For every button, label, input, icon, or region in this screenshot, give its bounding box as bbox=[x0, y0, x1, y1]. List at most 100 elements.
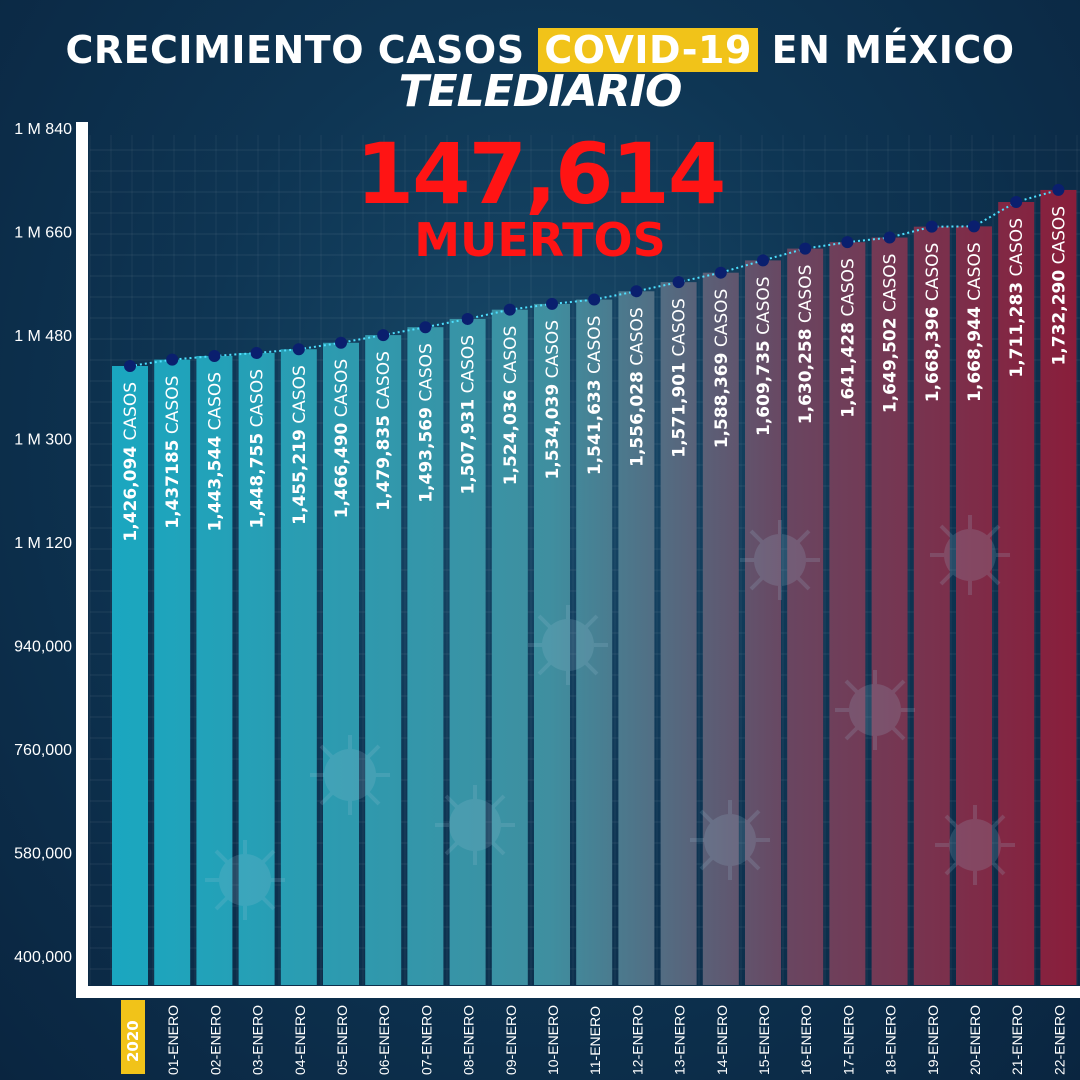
value-unit: CASOS bbox=[163, 376, 183, 440]
value-label: 1,437185 CASOS bbox=[163, 376, 183, 529]
data-point bbox=[377, 329, 390, 342]
value-number: 1,668,396 bbox=[923, 307, 943, 403]
title-prefix: CRECIMIENTO CASOS bbox=[65, 28, 525, 72]
value-number: 1,426,094 bbox=[121, 446, 141, 542]
virus-icon bbox=[433, 783, 517, 867]
bar bbox=[702, 272, 739, 985]
x-tick-label: 08-ENERO bbox=[461, 1005, 477, 1075]
value-label: 1,448,755 CASOS bbox=[248, 369, 268, 529]
value-number: 1,524,036 bbox=[501, 390, 521, 486]
trend-line bbox=[124, 183, 1065, 372]
data-point bbox=[419, 321, 432, 334]
bar bbox=[913, 226, 950, 985]
value-label: 1,455,219 CASOS bbox=[290, 365, 310, 525]
x-tick-label: 02-ENERO bbox=[207, 1005, 223, 1075]
virus-icon bbox=[933, 803, 1017, 887]
value-number: 1,541,633 bbox=[585, 379, 605, 475]
y-tick-label: 1 M 300 bbox=[14, 432, 72, 449]
value-label: 1,630,258 CASOS bbox=[796, 265, 816, 425]
value-label: 1,668,396 CASOS bbox=[923, 243, 943, 403]
data-point bbox=[757, 254, 769, 267]
data-point bbox=[841, 236, 854, 249]
value-unit: CASOS bbox=[965, 242, 985, 306]
value-number: 1,443,544 bbox=[205, 436, 225, 532]
x-tick-label: 14-ENERO bbox=[714, 1005, 730, 1075]
title-suffix: EN MÉXICO bbox=[771, 28, 1015, 72]
value-number: 1,466,490 bbox=[332, 422, 352, 518]
y-tick-label: 580,000 bbox=[14, 846, 72, 863]
value-unit: CASOS bbox=[205, 372, 225, 436]
x-tick-label: 21-ENERO bbox=[1009, 1005, 1025, 1075]
value-label: 1,541,633 CASOS bbox=[585, 316, 605, 476]
x-tick-label: 16-ENERO bbox=[798, 1005, 814, 1075]
value-label: 1,479,835 CASOS bbox=[374, 351, 394, 511]
value-number: 1,556,028 bbox=[627, 371, 647, 467]
title-highlight: COVID-19 bbox=[538, 28, 758, 72]
x-tick-label: 06-ENERO bbox=[376, 1005, 392, 1075]
value-unit: CASOS bbox=[754, 276, 774, 340]
data-point bbox=[166, 353, 179, 366]
deaths-label: MUERTOS bbox=[414, 213, 666, 267]
bar bbox=[745, 260, 781, 986]
value-unit: CASOS bbox=[332, 359, 352, 423]
trend-polyline bbox=[129, 188, 1059, 367]
data-point bbox=[208, 349, 221, 362]
x-tick-label: 11-ENERO bbox=[587, 1006, 603, 1075]
data-point bbox=[883, 231, 896, 244]
x-tick-label: 19-ENERO bbox=[925, 1005, 941, 1075]
x-tick-label: 17-ENERO bbox=[840, 1005, 856, 1075]
value-number: 1,493,569 bbox=[416, 407, 436, 503]
x-tick-label: 20-ENERO bbox=[967, 1005, 983, 1075]
x-tick-label: 13-ENERO bbox=[672, 1005, 688, 1075]
value-unit: CASOS bbox=[1007, 218, 1027, 282]
value-number: 1,630,258 bbox=[796, 328, 816, 424]
y-tick-label: 1 M 840 bbox=[14, 121, 72, 138]
virus-icon bbox=[928, 513, 1012, 597]
data-point bbox=[630, 285, 643, 298]
x-tick-label: 04-ENERO bbox=[292, 1005, 308, 1075]
y-axis-ticks: 400,000 580,000 760,000 940,000 1 M 120 1 M 3… bbox=[14, 121, 72, 966]
value-label: 1,609,735 CASOS bbox=[754, 276, 774, 436]
bar bbox=[449, 318, 486, 985]
data-point bbox=[925, 220, 938, 233]
x-tick-label: 03-ENERO bbox=[250, 1005, 266, 1075]
bar bbox=[365, 335, 402, 986]
bar bbox=[407, 327, 444, 985]
value-label: 1,534,039 CASOS bbox=[543, 320, 563, 480]
data-point bbox=[503, 303, 516, 316]
y-tick-label: 1 M 480 bbox=[14, 328, 72, 345]
bars bbox=[112, 189, 1077, 986]
data-point bbox=[335, 336, 347, 349]
virus-icon bbox=[308, 733, 392, 817]
bar bbox=[112, 365, 148, 985]
x-tick-label: 01-ENERO bbox=[165, 1005, 181, 1075]
bar bbox=[660, 282, 697, 985]
value-unit: CASOS bbox=[1049, 206, 1069, 270]
data-point bbox=[1052, 183, 1065, 196]
value-number: 1,668,944 bbox=[965, 306, 985, 402]
value-number: 1,649,502 bbox=[881, 317, 901, 413]
value-unit: CASOS bbox=[374, 351, 394, 415]
x-tick-label: 22-ENERO bbox=[1051, 1005, 1067, 1075]
x-tick-label: 12-ENERO bbox=[629, 1005, 645, 1075]
year-badge bbox=[121, 1000, 145, 1074]
value-label: 1,588,369 CASOS bbox=[712, 289, 732, 449]
bar bbox=[323, 342, 359, 985]
virus-icon bbox=[203, 838, 287, 922]
value-number: 1,571,901 bbox=[670, 362, 690, 458]
value-label: 1,426,094 CASOS bbox=[121, 382, 141, 542]
value-unit: CASOS bbox=[290, 365, 310, 429]
value-label: 1,466,490 CASOS bbox=[332, 359, 352, 519]
data-point bbox=[968, 220, 980, 233]
value-number: 1,588,369 bbox=[712, 353, 732, 449]
x-tick-label: 07-ENERO bbox=[418, 1005, 434, 1075]
bar bbox=[1040, 189, 1077, 986]
x-tick-label: 09-ENERO bbox=[503, 1005, 519, 1075]
data-point bbox=[588, 293, 601, 306]
value-label: 1,641,428 CASOS bbox=[838, 258, 858, 418]
data-point bbox=[250, 346, 263, 359]
value-number: 1,479,835 bbox=[374, 415, 394, 511]
y-tick-label: 940,000 bbox=[14, 639, 72, 656]
